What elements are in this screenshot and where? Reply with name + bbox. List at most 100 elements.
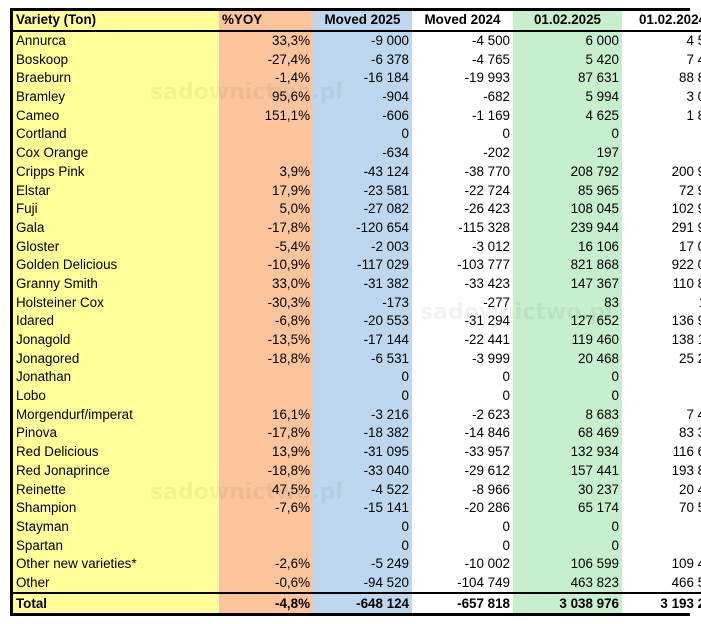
- cell-yoy: -18,8%: [219, 349, 313, 369]
- cell-stock-2025: 119 460: [513, 330, 622, 350]
- cell-stock-2024: 4 500: [622, 30, 701, 51]
- cell-variety: Annurca: [13, 30, 219, 51]
- cell-variety: Cripps Pink: [13, 162, 219, 182]
- table-row: Red Jonaprince -18,8% -33 040 -29 612 157 44…: [13, 461, 701, 481]
- cell-stock-2024: 116 696: [622, 442, 701, 462]
- cell-stock-2024: 1 842: [622, 106, 701, 126]
- cell-yoy: 5,0%: [219, 199, 313, 219]
- cell-yoy: 33,3%: [219, 30, 313, 51]
- header-row: Variety (Ton) %YOY Moved 2025 Moved 2024…: [13, 11, 701, 32]
- cell-yoy: 16,1%: [219, 405, 313, 425]
- total-yoy: -4,8%: [219, 592, 313, 613]
- cell-stock-2024: 20 493: [622, 480, 701, 499]
- cell-moved-2025: -4 522: [313, 480, 412, 499]
- cell-yoy: 3,9%: [219, 162, 313, 182]
- cell-stock-2025: 65 174: [513, 498, 622, 518]
- cell-moved-2025: 0: [313, 125, 412, 144]
- cell-stock-2024: 25 212: [622, 349, 701, 369]
- cell-stock-2024: 136 952: [622, 312, 701, 331]
- cell-variety: Morgendurf/imperat: [13, 405, 219, 425]
- cell-moved-2024: -10 002: [412, 554, 513, 574]
- table-row: Red Delicious 13,9% -31 095 -33 957 132 934 1…: [13, 442, 701, 462]
- table-row: Spartan0000: [13, 536, 701, 555]
- total-stock-2025: 3 038 976: [513, 592, 622, 613]
- cell-variety: Boskoop: [13, 50, 219, 70]
- cell-stock-2024: 17 032: [622, 237, 701, 256]
- cell-variety: Red Jonaprince: [13, 461, 219, 481]
- cell-moved-2024: -4 500: [412, 30, 513, 51]
- table-row: Holsteiner Cox-30,3%-173-27783119: [13, 293, 701, 312]
- cell-moved-2025: -94 520: [313, 573, 412, 594]
- cell-moved-2025: 0: [313, 368, 412, 387]
- cell-variety: Jonagold: [13, 330, 219, 350]
- cell-yoy: [219, 386, 313, 406]
- cell-stock-2024: 0: [622, 143, 701, 163]
- cell-variety: Cortland: [13, 125, 219, 144]
- cell-moved-2024: -22 441: [412, 330, 513, 350]
- cell-yoy: 17,9%: [219, 181, 313, 200]
- total-moved-2025: -648 124: [313, 592, 412, 613]
- cell-stock-2024: 70 556: [622, 498, 701, 518]
- header-stock-2025: 01.02.2025: [513, 11, 622, 32]
- cell-stock-2024: 0: [622, 536, 701, 555]
- cell-moved-2025: -17 144: [313, 330, 412, 350]
- cell-stock-2025: 197: [513, 143, 622, 163]
- table-row: Morgendurf/imperat 16,1% -3 216 -2 623 8 683…: [13, 405, 701, 425]
- header-stock-2024: 01.02.2024: [622, 11, 701, 32]
- cell-yoy: 47,5%: [219, 480, 313, 499]
- table-row: Stayman0000: [13, 517, 701, 537]
- cell-stock-2024: 138 170: [622, 330, 701, 350]
- cell-stock-2025: 0: [513, 368, 622, 387]
- cell-variety: Shampion: [13, 498, 219, 518]
- cell-stock-2025: 83: [513, 293, 622, 312]
- cell-variety: Spartan: [13, 536, 219, 555]
- header-moved-2024: Moved 2024: [412, 11, 513, 32]
- cell-moved-2024: -20 286: [412, 498, 513, 518]
- cell-moved-2024: -115 328: [412, 218, 513, 238]
- cell-stock-2025: 127 652: [513, 312, 622, 331]
- cell-yoy: 95,6%: [219, 87, 313, 107]
- cell-stock-2025: 132 934: [513, 442, 622, 462]
- table-row: Jonathan0000: [13, 368, 701, 387]
- cell-variety: Braeburn: [13, 69, 219, 88]
- cell-moved-2024: -19 993: [412, 69, 513, 88]
- cell-yoy: -10,9%: [219, 255, 313, 275]
- cell-stock-2025: 20 468: [513, 349, 622, 369]
- cell-stock-2025: 8 683: [513, 405, 622, 425]
- cell-moved-2024: -4 765: [412, 50, 513, 70]
- cell-moved-2024: -8 966: [412, 480, 513, 499]
- cell-moved-2025: 0: [313, 386, 412, 406]
- cell-stock-2025: 0: [513, 386, 622, 406]
- cell-moved-2024: -33 423: [412, 274, 513, 294]
- cell-stock-2025: 239 944: [513, 218, 622, 238]
- cell-stock-2024: 110 837: [622, 274, 701, 294]
- cell-stock-2025: 106 599: [513, 554, 622, 574]
- cell-moved-2025: -33 040: [313, 461, 412, 481]
- cell-moved-2025: 0: [313, 517, 412, 537]
- cell-variety: Holsteiner Cox: [13, 293, 219, 312]
- cell-yoy: 151,1%: [219, 106, 313, 126]
- cell-moved-2025: -23 581: [313, 181, 412, 200]
- header-variety: Variety (Ton): [13, 11, 219, 32]
- cell-variety: Other new varieties*: [13, 554, 219, 574]
- table-row: Other new varieties* -2,6% -5 249 -10 002 10…: [13, 554, 701, 574]
- cell-moved-2025: -31 095: [313, 442, 412, 462]
- cell-stock-2025: 4 625: [513, 106, 622, 126]
- cell-moved-2024: 0: [412, 125, 513, 144]
- cell-moved-2025: -6 378: [313, 50, 412, 70]
- cell-moved-2024: -38 770: [412, 162, 513, 182]
- table-row: Granny Smith 33,0% -31 382 -33 423 147 367 11…: [13, 274, 701, 294]
- cell-moved-2024: -202: [412, 143, 513, 163]
- cell-stock-2024: 193 885: [622, 461, 701, 481]
- cell-moved-2025: -31 382: [313, 274, 412, 294]
- cell-yoy: [219, 536, 313, 555]
- total-stock-2024: 3 193 280: [622, 592, 701, 613]
- cell-variety: Gala: [13, 218, 219, 238]
